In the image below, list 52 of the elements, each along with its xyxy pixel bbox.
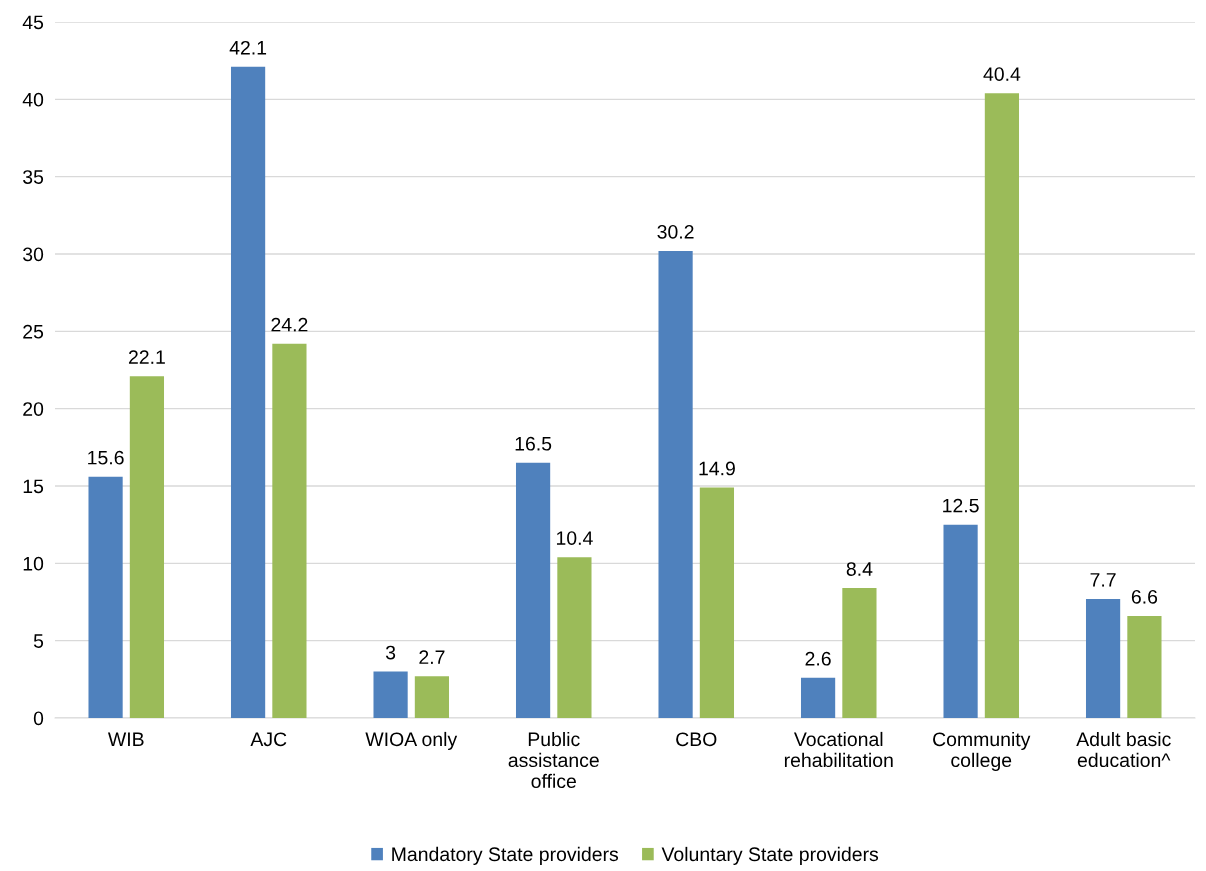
data-label: 16.5 (515, 436, 552, 451)
legend-label: Mandatory State providers (392, 846, 619, 865)
data-label: 22.1 (128, 350, 165, 364)
x-tick-label: Adult basic education^ (1076, 731, 1171, 768)
bar (699, 487, 735, 718)
bar (800, 677, 836, 718)
bar (943, 524, 978, 718)
data-label: 2.7 (419, 650, 445, 664)
y-tick-label: 20 (23, 402, 44, 416)
bar (557, 557, 592, 718)
legend-label: Voluntary State providers (661, 846, 879, 865)
bar (1127, 615, 1162, 718)
bar (515, 462, 551, 718)
data-label: 14.9 (699, 461, 735, 476)
y-tick-label: 5 (33, 634, 44, 648)
data-label: 7.7 (1090, 573, 1116, 587)
bar (230, 66, 266, 718)
bar (129, 376, 165, 718)
x-tick-label: WIOA only (365, 731, 458, 751)
data-label: 2.6 (805, 651, 831, 666)
x-tick-label: CBO (676, 732, 717, 747)
data-label: 10.4 (556, 531, 593, 545)
data-label: 3 (385, 645, 396, 660)
y-tick-label: 45 (22, 15, 44, 30)
y-tick-label: 10 (23, 556, 44, 571)
y-tick-label: 15 (23, 479, 44, 494)
data-label: 30.2 (657, 224, 694, 239)
data-label: 6.6 (1131, 589, 1158, 604)
data-label: 12.5 (943, 498, 979, 513)
bar (272, 343, 307, 718)
data-label: 40.4 (983, 67, 1021, 81)
x-tick-label: Vocational rehabilitation (784, 731, 893, 768)
bar (88, 476, 123, 718)
y-tick-label: 40 (22, 92, 44, 107)
y-tick-label: 25 (23, 324, 44, 339)
data-label: 8.4 (846, 562, 873, 576)
y-tick-label: 30 (23, 247, 44, 262)
y-tick-label: 0 (33, 711, 44, 726)
y-tick-label: 35 (23, 170, 44, 184)
data-label: 15.6 (88, 450, 124, 465)
bar (1085, 598, 1121, 718)
x-tick-label: AJC (250, 732, 287, 747)
bar (984, 93, 1020, 718)
bar (414, 676, 450, 718)
x-tick-label: Public assistance office (508, 731, 599, 789)
bar (842, 588, 877, 718)
x-tick-label: WIB (107, 732, 144, 746)
bar (658, 250, 693, 718)
bar (373, 671, 408, 718)
x-tick-label: Community college (933, 731, 1031, 771)
data-label: 24.2 (271, 317, 308, 332)
data-label: 42.1 (229, 40, 267, 55)
